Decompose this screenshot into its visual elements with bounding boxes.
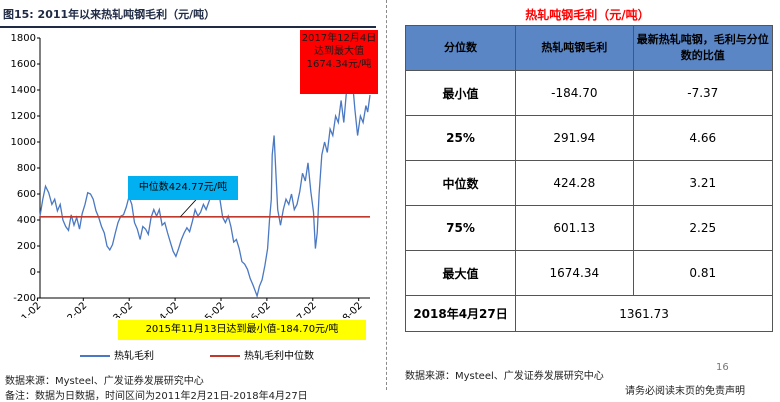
header-ratio: 最新热轧吨钢，毛利与分位数的比值: [632, 25, 774, 71]
legend-label-series: 热轧毛利: [114, 351, 154, 362]
y-tick-label: 1400: [11, 85, 36, 96]
percentile-table: 分位数 热轧吨钢毛利 最新热轧吨钢，毛利与分位数的比值 最小值 -184.70 …: [404, 25, 774, 332]
callout-min: 2015年11月13日达到最小值-184.70元/吨: [118, 320, 366, 340]
cell-ratio: 4.66: [632, 115, 774, 161]
table-row-latest: 2018年4月27日 1361.73: [404, 295, 773, 332]
y-tick-label: 0: [30, 267, 36, 278]
table-row: 最大值 1674.34 0.81: [404, 250, 774, 296]
row-label: 25%: [404, 115, 517, 161]
cell-margin: -184.70: [515, 70, 634, 116]
y-tick-label: 1800: [11, 33, 36, 44]
y-tick-label: 1600: [11, 59, 36, 70]
cell-ratio: 0.81: [632, 250, 774, 296]
row-label: 75%: [404, 205, 517, 251]
source-note: 数据来源：Mysteel、广发证券发展研究中心: [5, 376, 204, 387]
y-tick-label: 1000: [11, 137, 36, 148]
cell-ratio: 3.21: [632, 160, 774, 206]
table-header-row: 分位数 热轧吨钢毛利 最新热轧吨钢，毛利与分位数的比值: [404, 25, 774, 71]
median-callout-connector: [180, 198, 197, 218]
cell-margin: 424.28: [515, 160, 634, 206]
y-tick-label: 600: [17, 189, 36, 200]
header-margin: 热轧吨钢毛利: [515, 25, 634, 71]
table-row: 25% 291.94 4.66: [404, 115, 774, 161]
table-row: 75% 601.13 2.25: [404, 205, 774, 251]
x-tick-label: 2013-02: [98, 300, 135, 318]
legend-item-series: 热轧毛利: [80, 347, 154, 362]
legend-swatch-blue: [80, 355, 110, 357]
cell-margin: 601.13: [515, 205, 634, 251]
table-row: 中位数 424.28 3.21: [404, 160, 774, 206]
cell-ratio: 2.25: [632, 205, 774, 251]
callout-max: 2017年12月4日达到最大值1674.34元/吨: [300, 30, 378, 94]
callout-median: 中位数424.77元/吨: [128, 176, 238, 200]
cell-margin: 1674.34: [515, 250, 634, 296]
row-label: 最大值: [404, 250, 517, 296]
legend-swatch-red: [210, 355, 240, 357]
x-tick-label: 2012-02: [52, 300, 89, 318]
y-tick-label: 400: [17, 215, 36, 226]
remark-note: 备注：数据为日数据，时间区间为2011年2月21日-2018年4月27日: [5, 391, 308, 402]
page-number: 16: [716, 362, 729, 373]
row-label: 最小值: [404, 70, 517, 116]
disclaimer: 请务必阅读末页的免责声明: [625, 386, 745, 397]
title-rule: [0, 26, 376, 28]
panel-divider: [386, 0, 388, 390]
x-tick-label: 2018-02: [327, 300, 364, 318]
table-title: 热轧吨钢毛利（元/吨）: [525, 8, 650, 22]
legend-label-median: 热轧毛利中位数: [244, 351, 314, 362]
y-tick-label: 800: [17, 163, 36, 174]
x-tick-label: 2016-02: [236, 300, 273, 318]
legend-item-median: 热轧毛利中位数: [210, 347, 314, 362]
x-tick-label: 2017-02: [282, 300, 319, 318]
header-percentile: 分位数: [404, 25, 517, 71]
y-tick-label: 1200: [11, 111, 36, 122]
row-label: 中位数: [404, 160, 517, 206]
table-panel: 热轧吨钢毛利（元/吨） 分位数 热轧吨钢毛利 最新热轧吨钢，毛利与分位数的比值 …: [395, 0, 780, 400]
y-tick-label: -200: [13, 293, 36, 304]
x-tick-label: 2014-02: [144, 300, 181, 318]
figure-title: 图15: 2011年以来热轧吨钢毛利（元/吨）: [3, 8, 216, 21]
cell-ratio: -7.37: [632, 70, 774, 116]
source-note-right: 数据来源：Mysteel、广发证券发展研究中心: [405, 371, 604, 382]
table-row: 最小值 -184.70 -7.37: [404, 70, 774, 116]
cell-margin: 291.94: [515, 115, 634, 161]
chart-panel: 图15: 2011年以来热轧吨钢毛利（元/吨） -200 0 200 400 600 80…: [0, 0, 378, 402]
latest-date: 2018年4月27日: [404, 295, 517, 332]
latest-value: 1361.73: [515, 295, 773, 332]
y-tick-label: 200: [17, 241, 36, 252]
x-tick-label: 2015-02: [190, 300, 227, 318]
